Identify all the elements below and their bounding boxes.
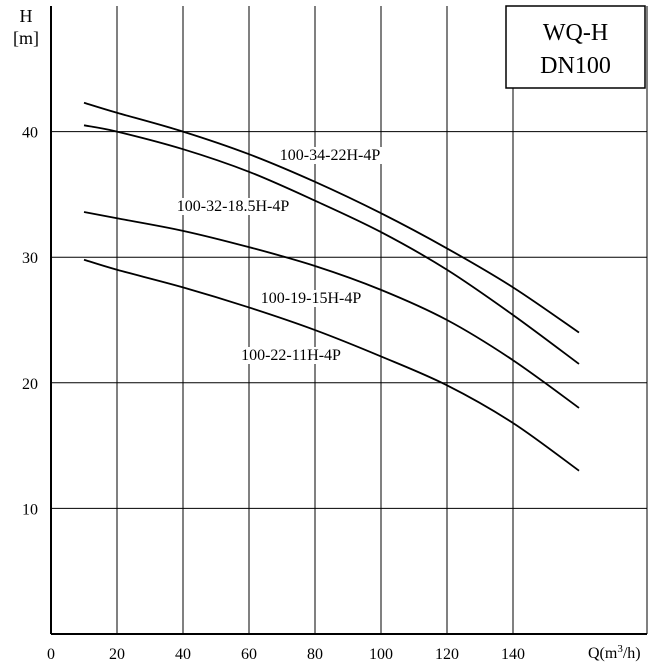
x-tick-label-80: 80 [307,646,323,663]
x-tick-label-120: 120 [435,646,459,663]
curve-100-22-11H-4P [83,258,580,472]
curve-label-100-22-11H-4P: 100-22-11H-4P [241,347,341,364]
curve-100-19-15H-4P [83,211,580,409]
chart-title-line-1: WQ-H [543,20,608,46]
curve-label-100-34-22H-4P: 100-34-22H-4P [280,147,381,164]
x-tick-label-100: 100 [369,646,393,663]
x-tick-label-60: 60 [241,646,257,663]
curve-labels: 100-34-22H-4P 100-32-18.5H-4P 100-19-15H-4… [174,147,383,364]
x-tick-label-40: 40 [175,646,191,663]
title-box: WQ-H DN100 [505,5,646,89]
y-tick-label-40: 40 [22,125,38,142]
y-tick-label-20: 20 [22,376,38,393]
performance-curves [83,101,580,472]
axes: 0 20 40 60 80 100 120 140 10 20 30 40 [22,6,647,663]
x-tick-label-20: 20 [109,646,125,663]
curve-label-background [258,290,364,307]
y-tick-label-30: 30 [22,250,38,267]
curve-label-background [239,347,344,364]
title-box-frame [505,5,646,89]
x-tick-label-0: 0 [47,646,55,663]
y-axis-title-line-2: [m] [13,28,39,48]
curve-label-background [174,198,292,215]
curve-100-32-18.5H-4P [83,124,580,365]
curve-label-background [277,147,383,164]
curve-label-100-19-15H-4P: 100-19-15H-4P [261,290,362,307]
chart-title-line-2: DN100 [540,53,611,79]
curve-label-100-32-18.5H-4P: 100-32-18.5H-4P [177,198,290,215]
x-axis-title: Q(m3/h) [588,643,641,662]
y-axis-title: H [m] [13,6,39,48]
x-tick-label-140: 140 [501,646,525,663]
y-axis-title-line-1: H [20,6,33,26]
curve-100-34-22H-4P [83,101,580,334]
y-tick-label-10: 10 [22,501,38,518]
